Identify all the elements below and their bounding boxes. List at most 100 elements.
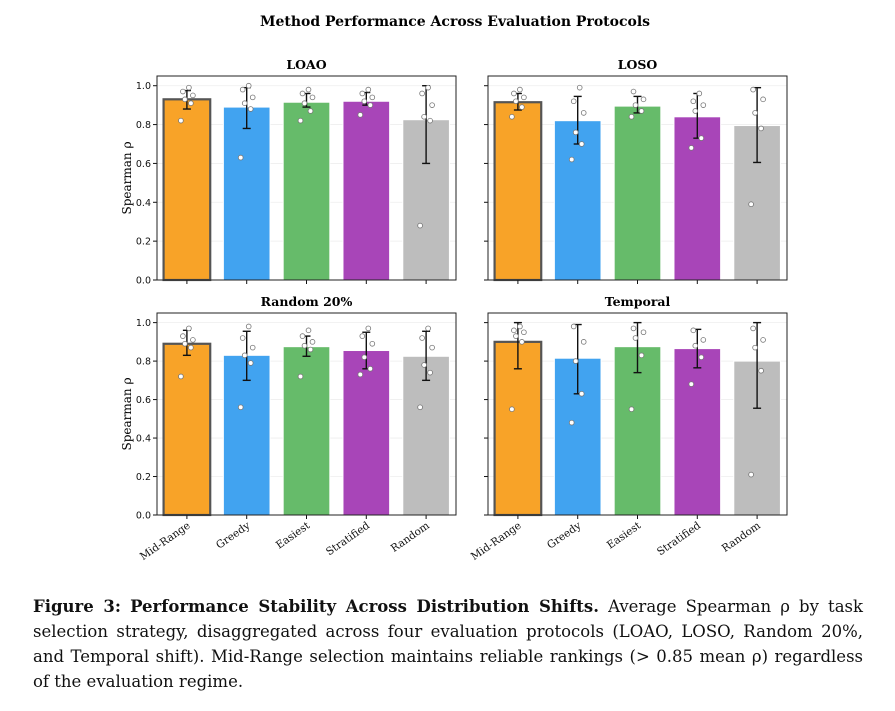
data-point: [521, 94, 527, 101]
bar-greedy: [553, 120, 602, 281]
data-point: [511, 90, 517, 97]
panel-title: LOSO: [618, 57, 658, 72]
data-point: [241, 352, 248, 359]
data-point: [237, 404, 244, 411]
data-point: [511, 327, 517, 334]
x-tick-label: Stratified: [655, 519, 703, 558]
data-point: [186, 325, 192, 332]
data-point: [361, 98, 368, 105]
caption-text: Average Spearman ρ by task selection str…: [33, 597, 863, 691]
data-point: [521, 329, 527, 336]
data-point: [417, 222, 423, 229]
y-tick-label: 0.8: [136, 120, 151, 131]
data-point: [700, 102, 707, 108]
y-tick-label: 0.8: [136, 357, 151, 368]
data-point: [425, 84, 431, 91]
data-point: [178, 117, 184, 124]
data-point: [509, 114, 515, 120]
data-point: [752, 344, 758, 351]
data-point: [249, 344, 256, 351]
panel-title: LOAO: [286, 57, 326, 72]
y-tick-label: 0.2: [136, 237, 151, 248]
bar-stratified: [673, 348, 722, 516]
bar-stratified: [673, 116, 722, 281]
data-point: [301, 342, 308, 349]
data-point: [307, 108, 314, 114]
x-tick-label: Stratified: [324, 519, 372, 558]
data-point: [517, 323, 523, 330]
data-point: [182, 340, 188, 347]
data-point: [190, 92, 196, 99]
figure-title: Method Performance Across Evaluation Pro…: [260, 14, 650, 30]
x-tick-label: Easiest: [274, 519, 313, 551]
data-point: [241, 100, 248, 106]
data-point: [365, 86, 372, 93]
data-point: [698, 354, 705, 361]
data-point: [249, 94, 256, 101]
data-point: [365, 325, 372, 332]
panel-loao: 0.0 0.2 0.4 0.6 0.8 1.0 LOAO Spearman ρ: [120, 57, 457, 287]
data-point: [180, 333, 186, 339]
panels: 0.0 0.2 0.4 0.6 0.8 1.0 LOAO Spearman ρ LOSO Mid-…: [120, 57, 788, 563]
y-tick-label: 0.6: [136, 159, 151, 170]
y-tick-label: 0.2: [136, 472, 151, 483]
bar-stratified: [342, 100, 391, 281]
y-tick-label: 0.0: [136, 276, 151, 287]
data-point: [572, 358, 579, 364]
data-point: [630, 88, 637, 95]
y-tick-label: 0.6: [136, 395, 151, 406]
data-point: [367, 102, 374, 108]
data-point: [690, 327, 697, 334]
y-tick-label: 1.0: [136, 318, 151, 329]
data-point: [580, 339, 587, 345]
data-point: [427, 117, 433, 124]
data-point: [369, 340, 376, 347]
data-point: [760, 337, 766, 343]
data-point: [519, 339, 525, 345]
caption-bold: Performance Stability Across Distributio…: [130, 597, 599, 616]
y-tick-label: 1.0: [136, 81, 151, 92]
x-tick-label: Mid-Range: [138, 520, 193, 563]
x-tick-label: Random: [389, 520, 432, 555]
data-point: [419, 90, 425, 97]
data-point: [247, 360, 254, 366]
data-point: [750, 325, 756, 332]
bar-easiest: [282, 346, 331, 516]
data-point: [750, 86, 756, 93]
data-point: [748, 471, 754, 478]
x-tick-label: Random: [720, 520, 763, 555]
data-point: [696, 90, 703, 97]
data-point: [421, 114, 427, 120]
data-point: [700, 337, 707, 343]
data-point: [309, 94, 316, 101]
data-point: [361, 354, 368, 361]
data-point: [690, 98, 697, 105]
data-point: [638, 108, 645, 114]
data-point: [299, 90, 306, 97]
data-point: [576, 84, 583, 91]
data-point: [632, 102, 639, 108]
data-point: [760, 96, 766, 103]
data-point: [359, 90, 366, 97]
data-point: [628, 406, 635, 412]
data-point: [188, 344, 194, 351]
bar-mid-range: [162, 98, 212, 282]
data-point: [305, 327, 312, 334]
data-point: [568, 156, 575, 163]
y-axis-label: Spearman ρ: [120, 141, 134, 214]
caption-label: Figure 3:: [33, 597, 121, 616]
data-point: [190, 337, 196, 343]
y-tick-label: 0.4: [136, 198, 151, 209]
panel-random-20-: Mid-Range Greedy Easiest Stratified Random 0.…: [120, 294, 457, 563]
data-point: [429, 344, 435, 351]
data-point: [692, 108, 699, 114]
data-point: [509, 406, 515, 412]
data-point: [188, 100, 194, 106]
data-point: [305, 86, 312, 93]
y-tick-label: 0.0: [136, 511, 151, 522]
data-point: [513, 333, 519, 339]
data-point: [513, 98, 519, 105]
axes-frame: [487, 75, 788, 281]
panel-temporal: Mid-Range Greedy Easiest Stratified Random Te…: [469, 294, 788, 563]
data-point: [237, 154, 244, 161]
